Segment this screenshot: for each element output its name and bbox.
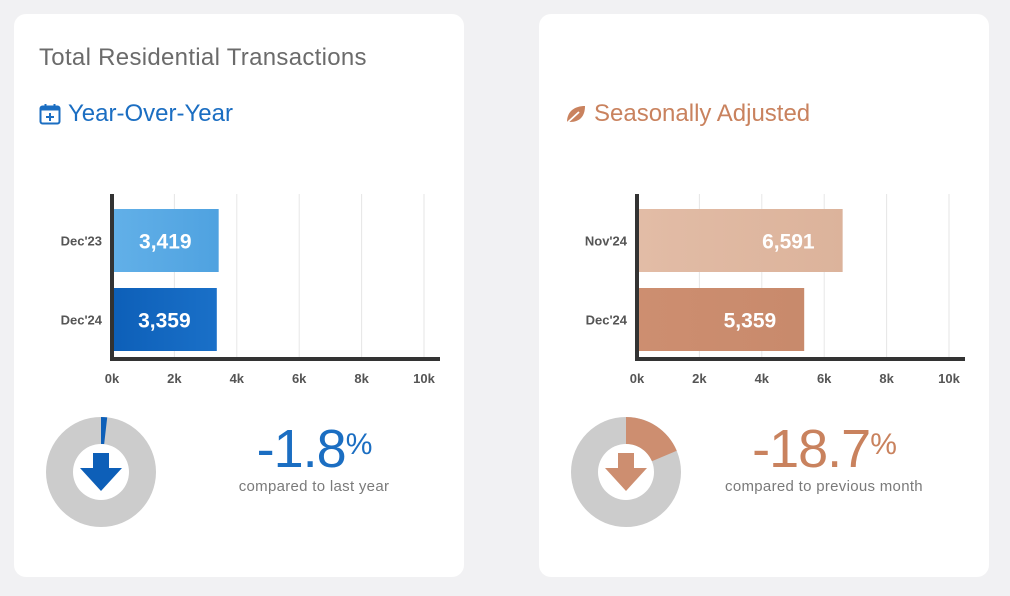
x-tick-label: 8k [879,371,894,386]
donut-segment [101,417,108,445]
yoy-subtitle: Year-Over-Year [38,100,233,128]
seasonally-adjusted-card: Seasonally Adjusted 0k 2k 4k 6k 8k 10k Nov'24 6… [539,14,989,577]
bar [637,288,805,351]
x-tick-label: 0k [630,371,645,386]
x-tick-label: 2k [692,371,707,386]
percent-caption: compared to previous month [725,478,923,495]
category-label: Dec'24 [61,313,103,328]
x-tick-label: 4k [755,371,770,386]
bar [637,209,843,272]
down-arrow-icon [605,453,647,491]
yoy-percent-block: -1.8% compared to last year [214,414,414,495]
sa-percent-block: -18.7% compared to previous month [709,414,939,495]
category-label: Dec'23 [61,234,102,249]
percent-value: -18.7% [752,419,897,479]
bar-value-label: 3,359 [138,310,191,333]
percent-caption: compared to last year [238,478,390,495]
bar-value-label: 6,591 [762,231,815,254]
bar [112,288,217,351]
sa-bar-chart: 0k 2k 4k 6k 8k 10k Nov'24 6,591 Dec'24 5,359 [585,194,965,386]
category-label: Nov'24 [585,234,628,249]
yoy-donut [46,417,156,527]
x-tick-label: 6k [817,371,832,386]
x-tick-label: 10k [413,371,435,386]
donut-segment [626,417,677,462]
leaf-icon [564,102,588,126]
x-tick-label: 4k [230,371,245,386]
x-tick-label: 6k [292,371,307,386]
card-title: Total Residential Transactions [39,44,367,71]
yoy-card: Total Residential Transactions Year-Over… [14,14,464,577]
x-tick-label: 2k [167,371,182,386]
sa-donut [571,417,681,527]
bar-value-label: 3,419 [139,231,192,254]
x-tick-label: 8k [354,371,369,386]
down-arrow-icon [80,453,122,491]
x-tick-label: 0k [105,371,120,386]
bar [112,209,219,272]
subtitle-label: Seasonally Adjusted [594,100,811,127]
x-tick-label: 10k [938,371,960,386]
sa-subtitle: Seasonally Adjusted [564,100,810,128]
calendar-plus-icon [38,102,62,126]
subtitle-label: Year-Over-Year [68,100,233,127]
bar-value-label: 5,359 [724,310,777,333]
percent-value: -1.8% [256,419,373,479]
category-label: Dec'24 [586,313,628,328]
yoy-bar-chart: 0k 2k 4k 6k 8k 10k Dec'23 3,419 Dec'24 3,359 [61,194,440,386]
